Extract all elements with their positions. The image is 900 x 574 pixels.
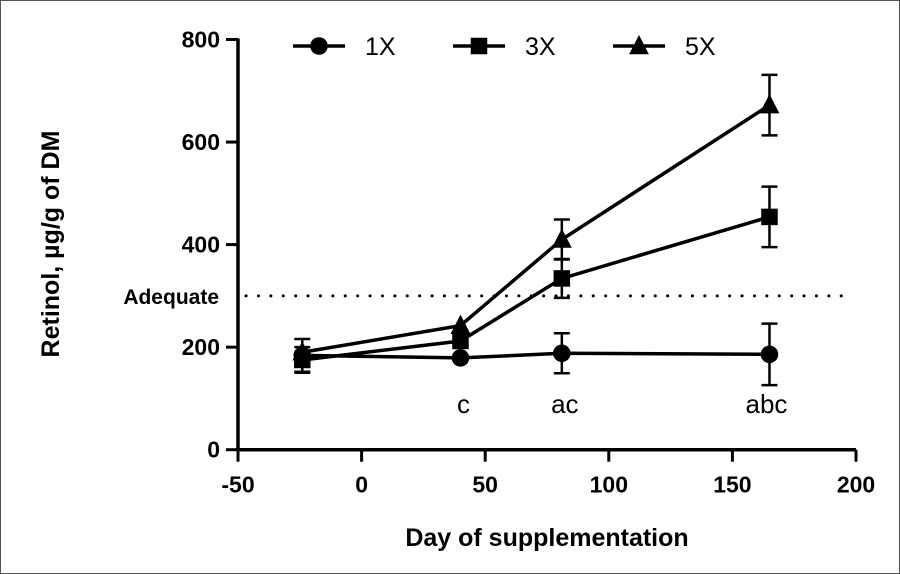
data-point bbox=[761, 208, 778, 226]
y-tick-label: 0 bbox=[207, 437, 220, 463]
data-point bbox=[451, 349, 470, 367]
series-5X bbox=[292, 73, 780, 361]
data-point bbox=[452, 332, 469, 350]
x-axis-label: Day of supplementation bbox=[405, 524, 688, 552]
legend-label: 3X bbox=[525, 33, 556, 61]
x-tick-label: 150 bbox=[713, 472, 751, 498]
data-point bbox=[760, 345, 779, 364]
series-line bbox=[302, 351, 770, 360]
significance-annotation: abc bbox=[746, 389, 788, 419]
significance-annotation: c bbox=[457, 389, 470, 419]
legend-label: 5X bbox=[685, 33, 716, 61]
data-point bbox=[292, 341, 313, 361]
data-point bbox=[759, 94, 780, 114]
x-tick-label: -50 bbox=[221, 472, 254, 498]
data-point bbox=[553, 270, 571, 287]
y-tick-label: 200 bbox=[182, 334, 220, 360]
series-line bbox=[301, 103, 771, 355]
data-point bbox=[553, 344, 571, 363]
significance-annotation: ac bbox=[551, 389, 578, 419]
x-tick-label: 50 bbox=[472, 472, 498, 498]
y-tick-label: 800 bbox=[182, 27, 220, 53]
x-tick-label: 200 bbox=[837, 472, 875, 498]
series-3X bbox=[294, 185, 778, 375]
reference-line-label: Adequate bbox=[123, 286, 219, 309]
legend-marker-triangle-icon bbox=[629, 35, 649, 55]
y-tick-label: 600 bbox=[182, 129, 220, 155]
x-tick-label: 100 bbox=[590, 472, 628, 498]
data-point bbox=[450, 314, 471, 334]
series-1X bbox=[293, 322, 779, 387]
legend-label: 1X bbox=[365, 33, 396, 61]
y-tick-label: 400 bbox=[182, 232, 220, 258]
y-axis-label: Retinol, µg/g of DM bbox=[37, 131, 65, 358]
legend-marker-circle-icon bbox=[310, 37, 328, 55]
x-tick-label: 0 bbox=[355, 472, 368, 498]
data-point bbox=[551, 228, 572, 248]
legend-marker-square-icon bbox=[470, 37, 488, 55]
series-line bbox=[302, 215, 770, 362]
